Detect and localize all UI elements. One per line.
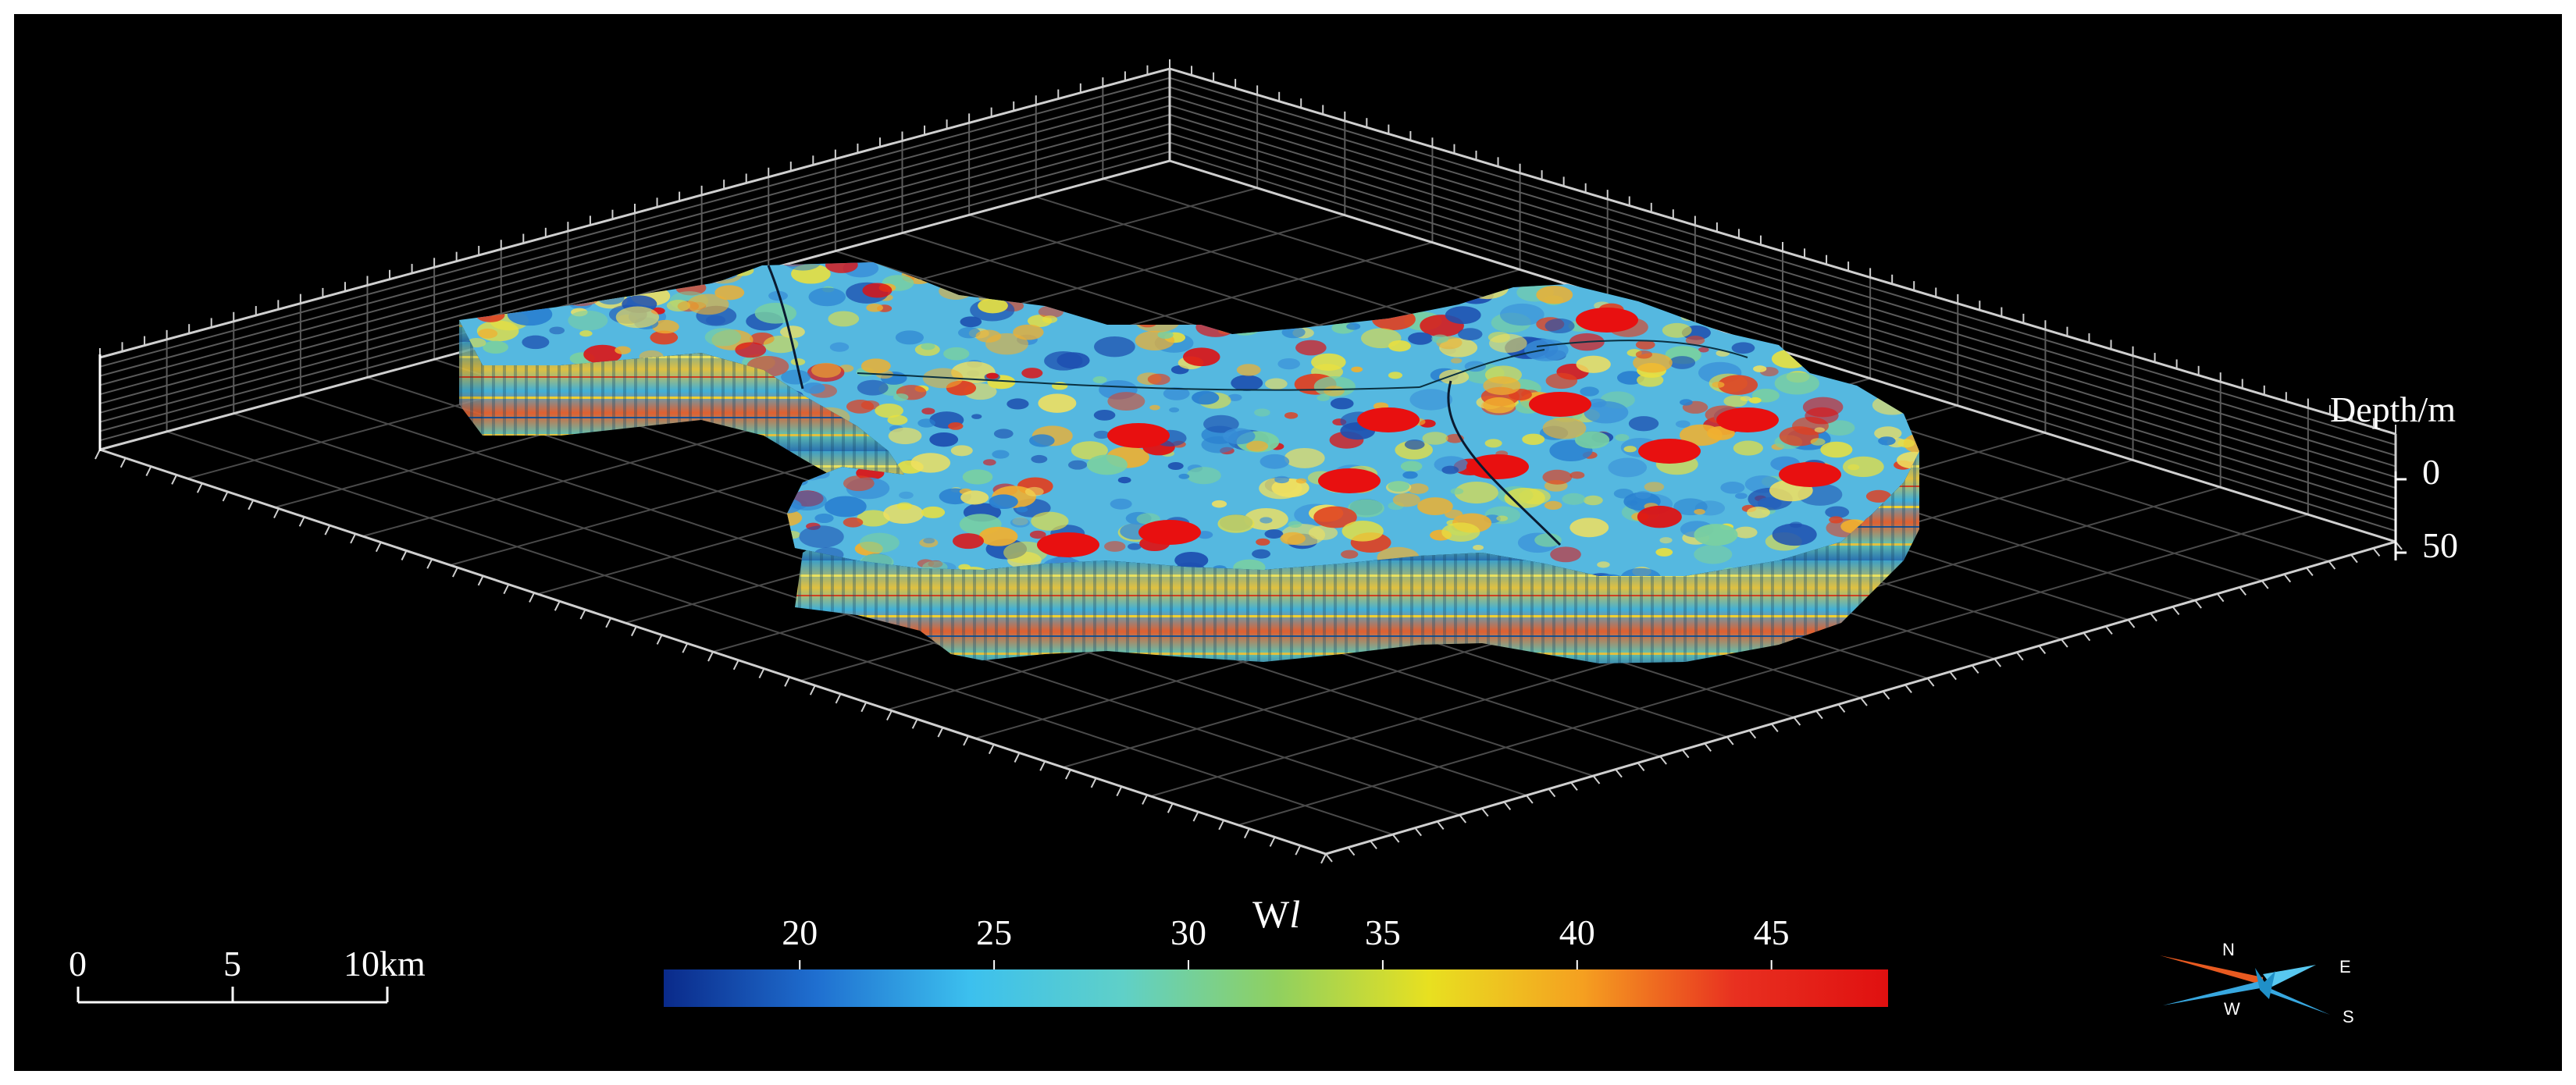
scale-tick-5: 5 xyxy=(223,944,241,984)
colorbar-tick-label: 20 xyxy=(782,912,818,952)
depth-scale xyxy=(2394,471,2407,560)
compass-label-s: S xyxy=(2343,1007,2354,1026)
compass-rose xyxy=(2160,955,2330,1015)
colorbar-tick-label: 25 xyxy=(976,912,1013,952)
depth-tick-50: 50 xyxy=(2422,525,2458,565)
compass-label-e: E xyxy=(2339,957,2351,976)
colorbar-rect xyxy=(664,969,1888,1007)
3d-model-view xyxy=(77,59,2407,1015)
grid-back-right-wall xyxy=(1169,76,2396,532)
compass-north-arrow-icon xyxy=(2160,955,2263,985)
colorbar-title-prefix: W xyxy=(1252,892,1290,936)
colorbar-title-italic: l xyxy=(1289,892,1301,936)
depth-tick-0: 0 xyxy=(2422,452,2440,492)
scale-bar xyxy=(77,987,389,1004)
colorbar-tick-label: 45 xyxy=(1753,912,1790,952)
colorbar-tick-label: 35 xyxy=(1364,912,1401,952)
axis-ticks xyxy=(94,59,2403,864)
colorbar-tick-label: 40 xyxy=(1559,912,1595,952)
grid-back-left-wall xyxy=(99,76,1170,442)
colorbar-tick-label: 30 xyxy=(1170,912,1206,952)
reservoir-side-walls xyxy=(459,320,1919,663)
scale-tick-0: 0 xyxy=(69,944,87,984)
depth-axis-title: Depth/m xyxy=(2330,390,2456,429)
compass-label-w: W xyxy=(2224,999,2240,1019)
compass-label-n: N xyxy=(2222,940,2235,959)
scale-tick-10km: 10km xyxy=(344,944,426,984)
figure-canvas: Depth/m 0 50 Wl 20 25 30 35 40 45 0 5 10km N … xyxy=(14,14,2562,1071)
colorbar-title: Wl xyxy=(1252,891,1300,937)
colorbar xyxy=(664,960,1888,1007)
